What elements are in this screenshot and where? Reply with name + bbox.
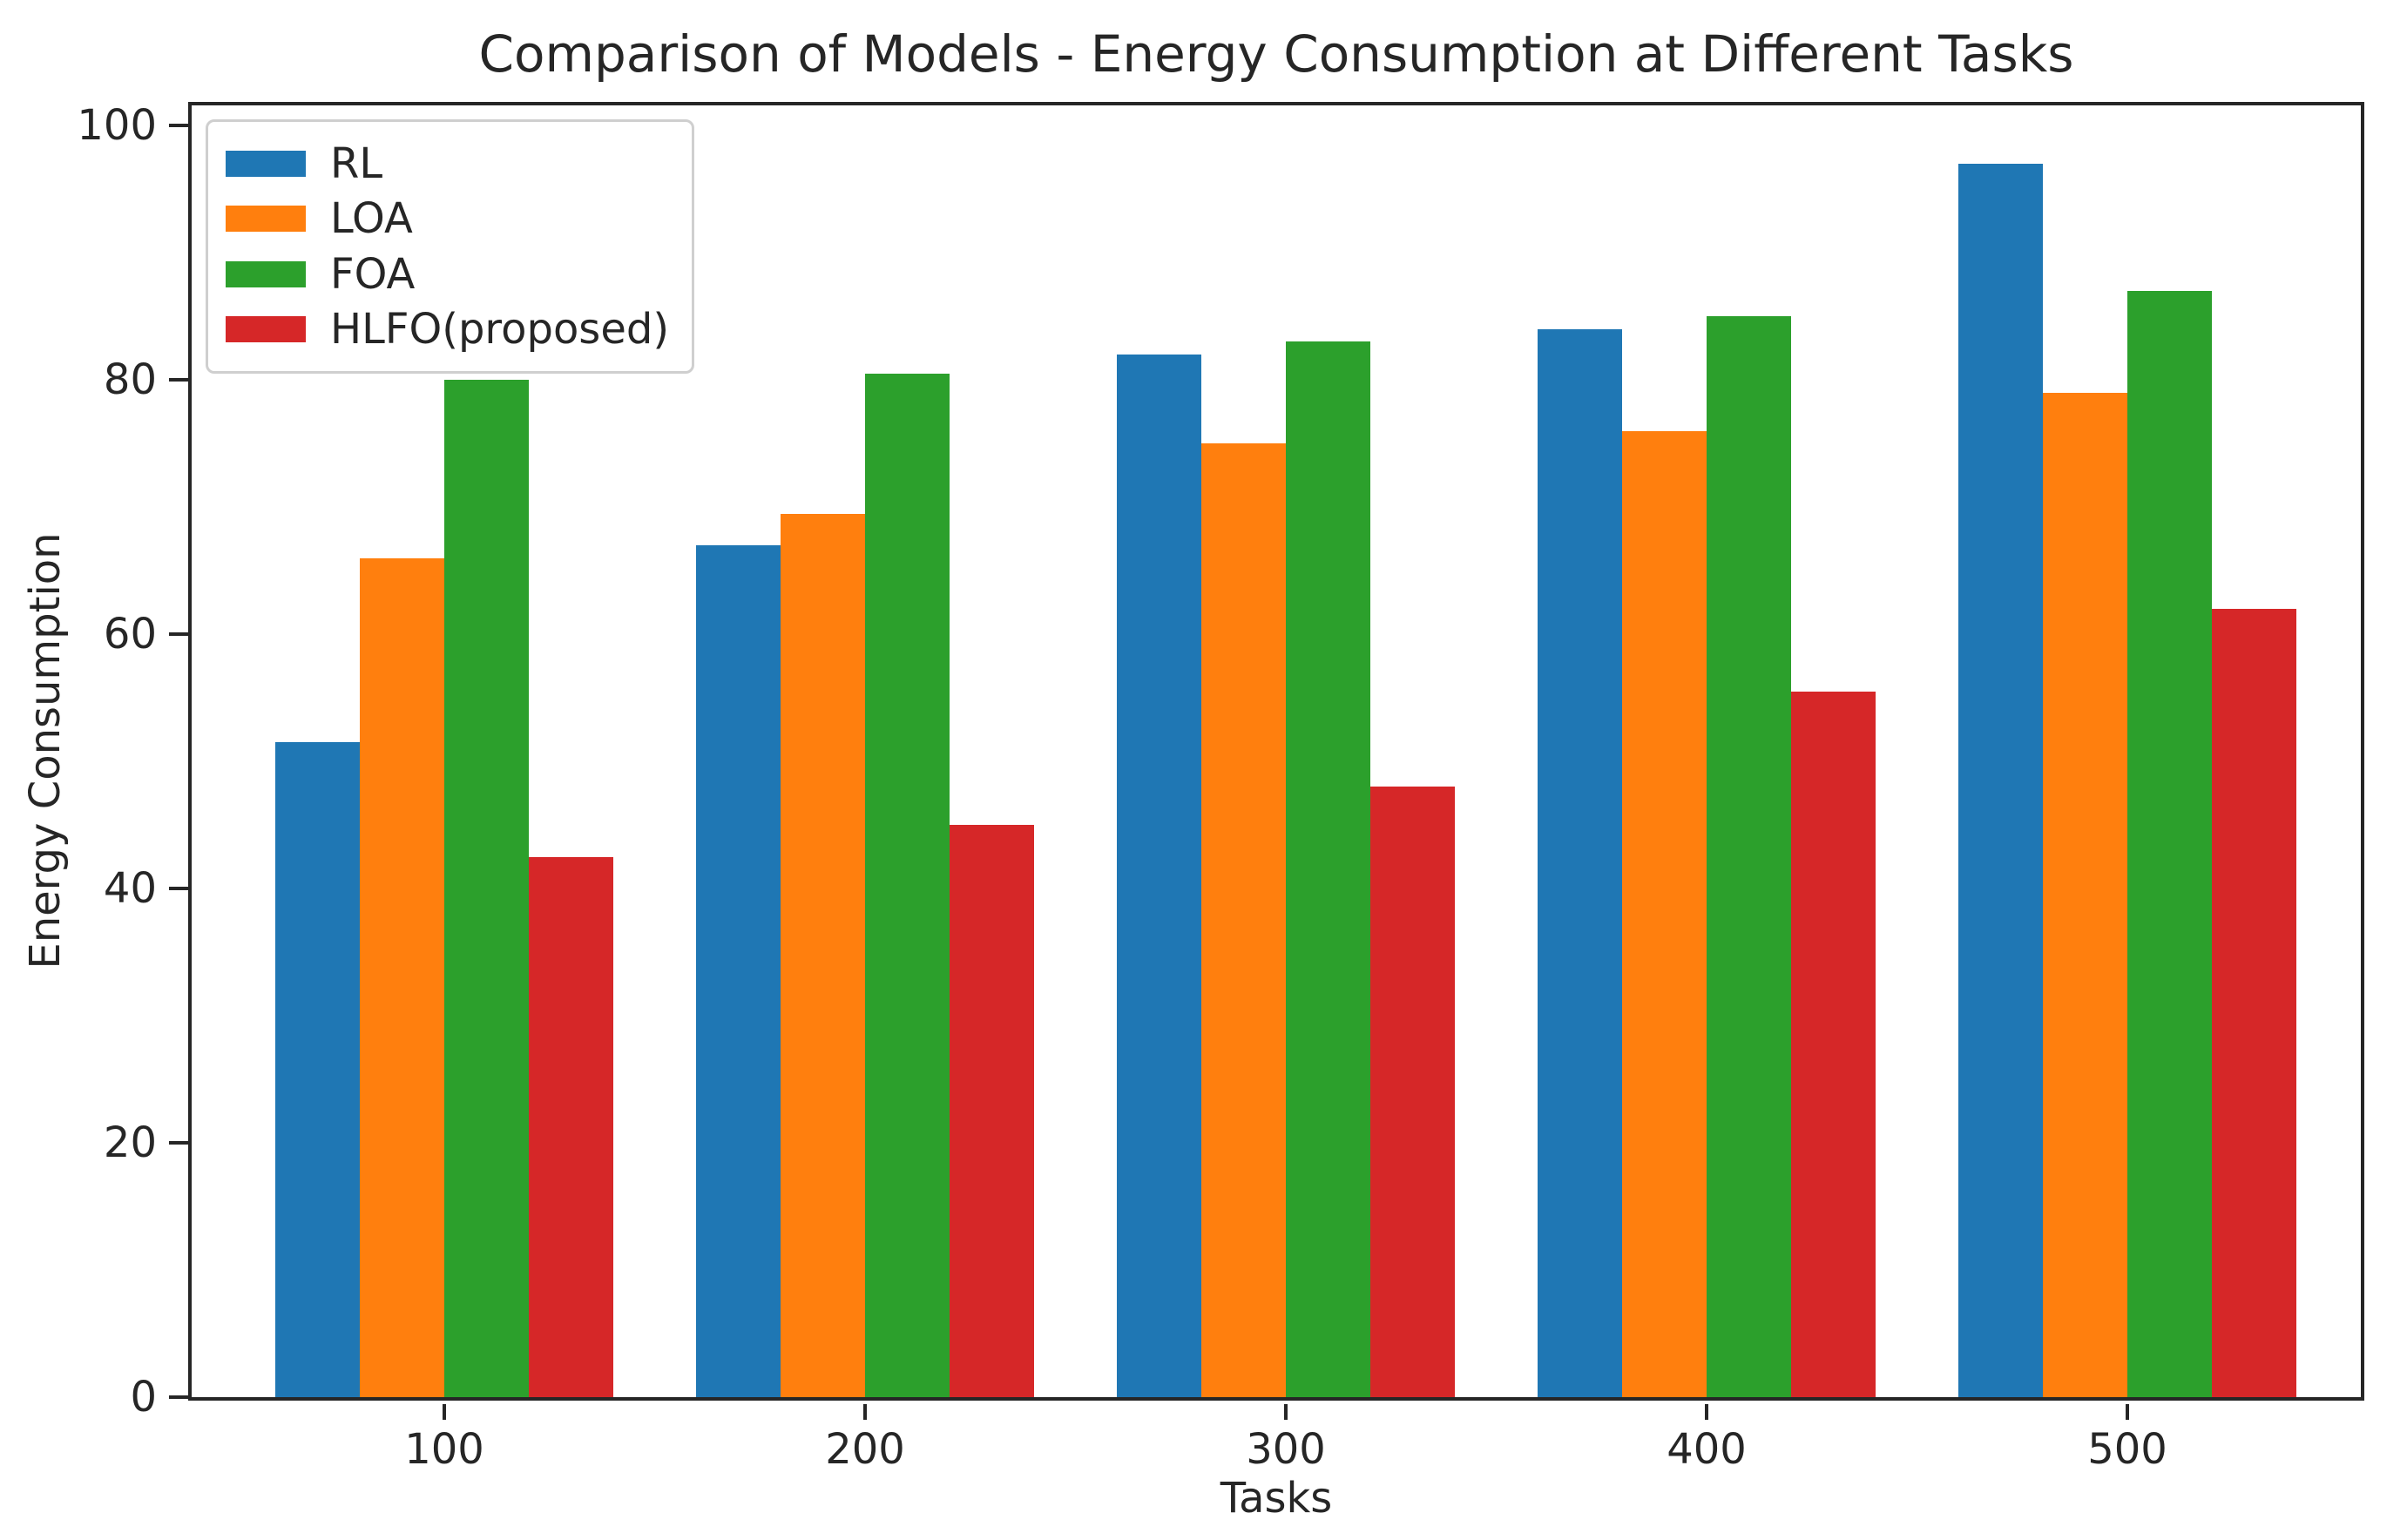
bar-RL-400 xyxy=(1538,328,1622,1397)
x-tick-mark xyxy=(443,1404,446,1420)
x-tick-mark xyxy=(1284,1404,1288,1420)
bar-LOA-200 xyxy=(781,513,865,1397)
bar-HLFO(proposed)-300 xyxy=(1370,787,1455,1397)
x-tick-mark xyxy=(2126,1404,2129,1420)
legend-swatch-RL xyxy=(226,150,306,177)
legend-label: HLFO(proposed) xyxy=(330,305,670,355)
bar-FOA-500 xyxy=(2127,291,2212,1397)
y-tick-mark xyxy=(169,1141,188,1145)
y-tick-label: 40 xyxy=(103,864,157,914)
legend-label: FOA xyxy=(330,249,416,299)
y-tick-label: 100 xyxy=(77,101,157,151)
bar-HLFO(proposed)-100 xyxy=(529,856,613,1397)
bar-RL-100 xyxy=(275,742,360,1397)
legend-row: LOA xyxy=(226,192,669,245)
y-tick-label: 0 xyxy=(130,1373,157,1422)
chart-title: Comparison of Models - Energy Consumptio… xyxy=(478,24,2074,84)
y-tick-mark xyxy=(169,632,188,637)
bar-FOA-400 xyxy=(1707,316,1791,1397)
y-tick-mark xyxy=(169,887,188,891)
bar-HLFO(proposed)-500 xyxy=(2212,609,2296,1397)
legend-swatch-HLFO(proposed) xyxy=(226,316,306,343)
y-tick-mark xyxy=(169,1395,188,1399)
legend-row: FOA xyxy=(226,248,669,301)
x-tick-label: 100 xyxy=(404,1425,484,1474)
y-tick-mark xyxy=(169,124,188,128)
bar-RL-500 xyxy=(1958,164,2043,1397)
x-tick-mark xyxy=(863,1404,867,1420)
legend-swatch-FOA xyxy=(226,260,306,287)
legend-row: HLFO(proposed) xyxy=(226,303,669,355)
bar-LOA-500 xyxy=(2043,392,2127,1397)
plot-area: RL LOA FOA HLFO(proposed) 0 20 40 60 80 100 100 20… xyxy=(77,102,2364,1470)
x-tick-label: 400 xyxy=(1667,1425,1747,1474)
legend-swatch-LOA xyxy=(226,206,306,233)
bar-LOA-300 xyxy=(1201,443,1286,1397)
x-tick-label: 500 xyxy=(2087,1425,2167,1474)
bar-HLFO(proposed)-200 xyxy=(950,825,1034,1397)
y-tick-mark xyxy=(169,378,188,382)
legend-label: LOA xyxy=(330,194,413,244)
x-axis-label: Tasks xyxy=(1220,1474,1333,1523)
bar-FOA-100 xyxy=(444,380,529,1397)
bar-HLFO(proposed)-400 xyxy=(1791,691,1876,1397)
x-tick-mark xyxy=(1705,1404,1708,1420)
bar-FOA-300 xyxy=(1286,341,1370,1397)
legend-label: RL xyxy=(330,138,383,188)
y-tick-label: 20 xyxy=(103,1118,157,1168)
y-tick-label: 80 xyxy=(103,355,157,405)
x-tick-label: 300 xyxy=(1246,1425,1326,1474)
x-tick-label: 200 xyxy=(825,1425,905,1474)
bar-FOA-200 xyxy=(865,373,950,1397)
legend-row: RL xyxy=(226,138,669,190)
bar-RL-200 xyxy=(696,545,781,1397)
bar-LOA-100 xyxy=(360,557,444,1397)
bar-LOA-400 xyxy=(1622,430,1707,1397)
y-tick-label: 60 xyxy=(103,610,157,659)
bar-RL-300 xyxy=(1117,355,1201,1397)
legend: RL LOA FOA HLFO(proposed) xyxy=(206,119,695,374)
